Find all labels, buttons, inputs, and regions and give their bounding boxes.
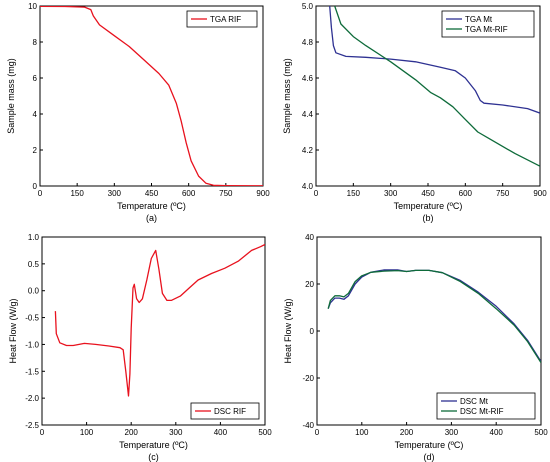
y-axis-label: Heat Flow (W/g) [8, 298, 18, 363]
y-tick-label: -1.5 [25, 367, 39, 376]
y-tick-label: 1.0 [28, 233, 40, 242]
x-tick-label: 0 [315, 428, 320, 437]
legend-box [436, 392, 536, 420]
legend-box [186, 10, 258, 28]
series-line-tga-mt [329, 6, 540, 114]
y-axis-label: Heat Flow (W/g) [283, 298, 293, 363]
chart-panel-2: 0 150 300 450 600 750 900 4.0 4.2 4.4 4.6 4.8 5.0 Tem… [282, 2, 547, 223]
y-tick-label: 0 [310, 327, 315, 336]
x-tick-label: 150 [347, 189, 361, 198]
x-tick-label: 0 [40, 428, 45, 437]
series-line-tga-rif [40, 6, 263, 186]
x-tick-label: 750 [496, 189, 510, 198]
x-tick-label: 300 [108, 189, 122, 198]
x-tick-label: 150 [70, 189, 84, 198]
x-tick-label: 500 [258, 428, 272, 437]
y-tick-label: 4.4 [302, 110, 314, 119]
y-tick-label: 40 [305, 233, 314, 242]
y-tick-label: 5.0 [302, 2, 314, 11]
x-tick-label: 200 [125, 428, 139, 437]
y-tick-label: -0.5 [25, 314, 39, 323]
x-tick-label: 500 [534, 428, 548, 437]
x-axis-label: Temperature (ºC) [119, 440, 188, 450]
x-tick-label: 450 [145, 189, 159, 198]
x-tick-label: 300 [384, 189, 398, 198]
legend-entry: TGA Mt-RIF [465, 25, 508, 34]
legend: DSC RIF [190, 402, 260, 420]
y-axis-label: Sample mass (mg) [6, 58, 16, 134]
legend-box [441, 10, 535, 38]
legend-entry: DSC Mt [460, 397, 489, 406]
x-tick-label: 100 [80, 428, 94, 437]
series-line-tga-mt-rif [334, 6, 540, 167]
y-tick-label: -2.0 [25, 394, 39, 403]
x-tick-label: 0 [38, 189, 43, 198]
panel-label: (c) [148, 452, 159, 462]
x-axis-label: Temperature (ºC) [395, 440, 464, 450]
plot-frame [41, 236, 266, 426]
y-tick-label: -20 [302, 374, 314, 383]
x-tick-label: 900 [533, 189, 547, 198]
panel-label: (d) [424, 452, 435, 462]
y-tick-label: 6 [33, 74, 38, 83]
x-tick-label: 600 [459, 189, 473, 198]
chart-panel-4: 0 100 200 300 400 500 -40 -20 0 20 40 Temperature (… [283, 233, 548, 462]
x-tick-label: 600 [182, 189, 196, 198]
chart-panel-3: 0 100 200 300 400 500 -2.5 -2.0 -1.5 -1.0 -0.5 0.0 0… [8, 233, 272, 462]
y-tick-label: 4.0 [302, 182, 314, 191]
legend-box [190, 402, 260, 420]
x-tick-label: 300 [169, 428, 183, 437]
x-tick-label: 750 [219, 189, 233, 198]
x-tick-label: 200 [400, 428, 414, 437]
legend-entry: DSC RIF [214, 407, 246, 416]
y-tick-label: 4.8 [302, 38, 314, 47]
y-tick-label: 4.6 [302, 74, 314, 83]
y-tick-label: 20 [305, 280, 314, 289]
x-tick-label: 100 [355, 428, 369, 437]
series-line-dsc-mt [327, 269, 541, 362]
y-tick-label: -40 [302, 421, 314, 430]
x-tick-label: 400 [490, 428, 504, 437]
series-line-dsc-mt-rif [327, 269, 541, 364]
x-axis-label: Temperature (ºC) [394, 201, 463, 211]
y-tick-label: 4 [33, 110, 38, 119]
y-tick-label: 8 [33, 38, 38, 47]
y-tick-label: -1.0 [25, 340, 39, 349]
y-tick-label: 0.0 [28, 287, 40, 296]
y-tick-label: 0.5 [28, 260, 40, 269]
y-tick-label: -2.5 [25, 421, 39, 430]
series-line-dsc-rif [54, 243, 265, 397]
y-axis-label: Sample mass (mg) [282, 58, 292, 134]
panel-label: (a) [146, 213, 157, 223]
x-tick-label: 300 [445, 428, 459, 437]
chart-panel-1: 0 150 300 450 600 750 900 0 2 4 6 8 10 Temperature (º… [6, 2, 270, 223]
y-tick-label: 0 [33, 182, 38, 191]
legend-entry: TGA Mt [465, 15, 493, 24]
x-axis-label: Temperature (ºC) [117, 201, 186, 211]
y-tick-label: 4.2 [302, 146, 314, 155]
x-tick-label: 400 [214, 428, 228, 437]
legend-entry: TGA RIF [210, 15, 241, 24]
y-tick-label: 10 [28, 2, 37, 11]
x-tick-label: 0 [314, 189, 319, 198]
panel-label: (b) [423, 213, 434, 223]
plot-frame [39, 5, 264, 187]
legend-entry: DSC Mt-RIF [460, 407, 504, 416]
x-tick-label: 900 [256, 189, 270, 198]
legend: TGA RIF [186, 10, 258, 28]
x-tick-label: 450 [421, 189, 435, 198]
y-tick-label: 2 [33, 146, 38, 155]
